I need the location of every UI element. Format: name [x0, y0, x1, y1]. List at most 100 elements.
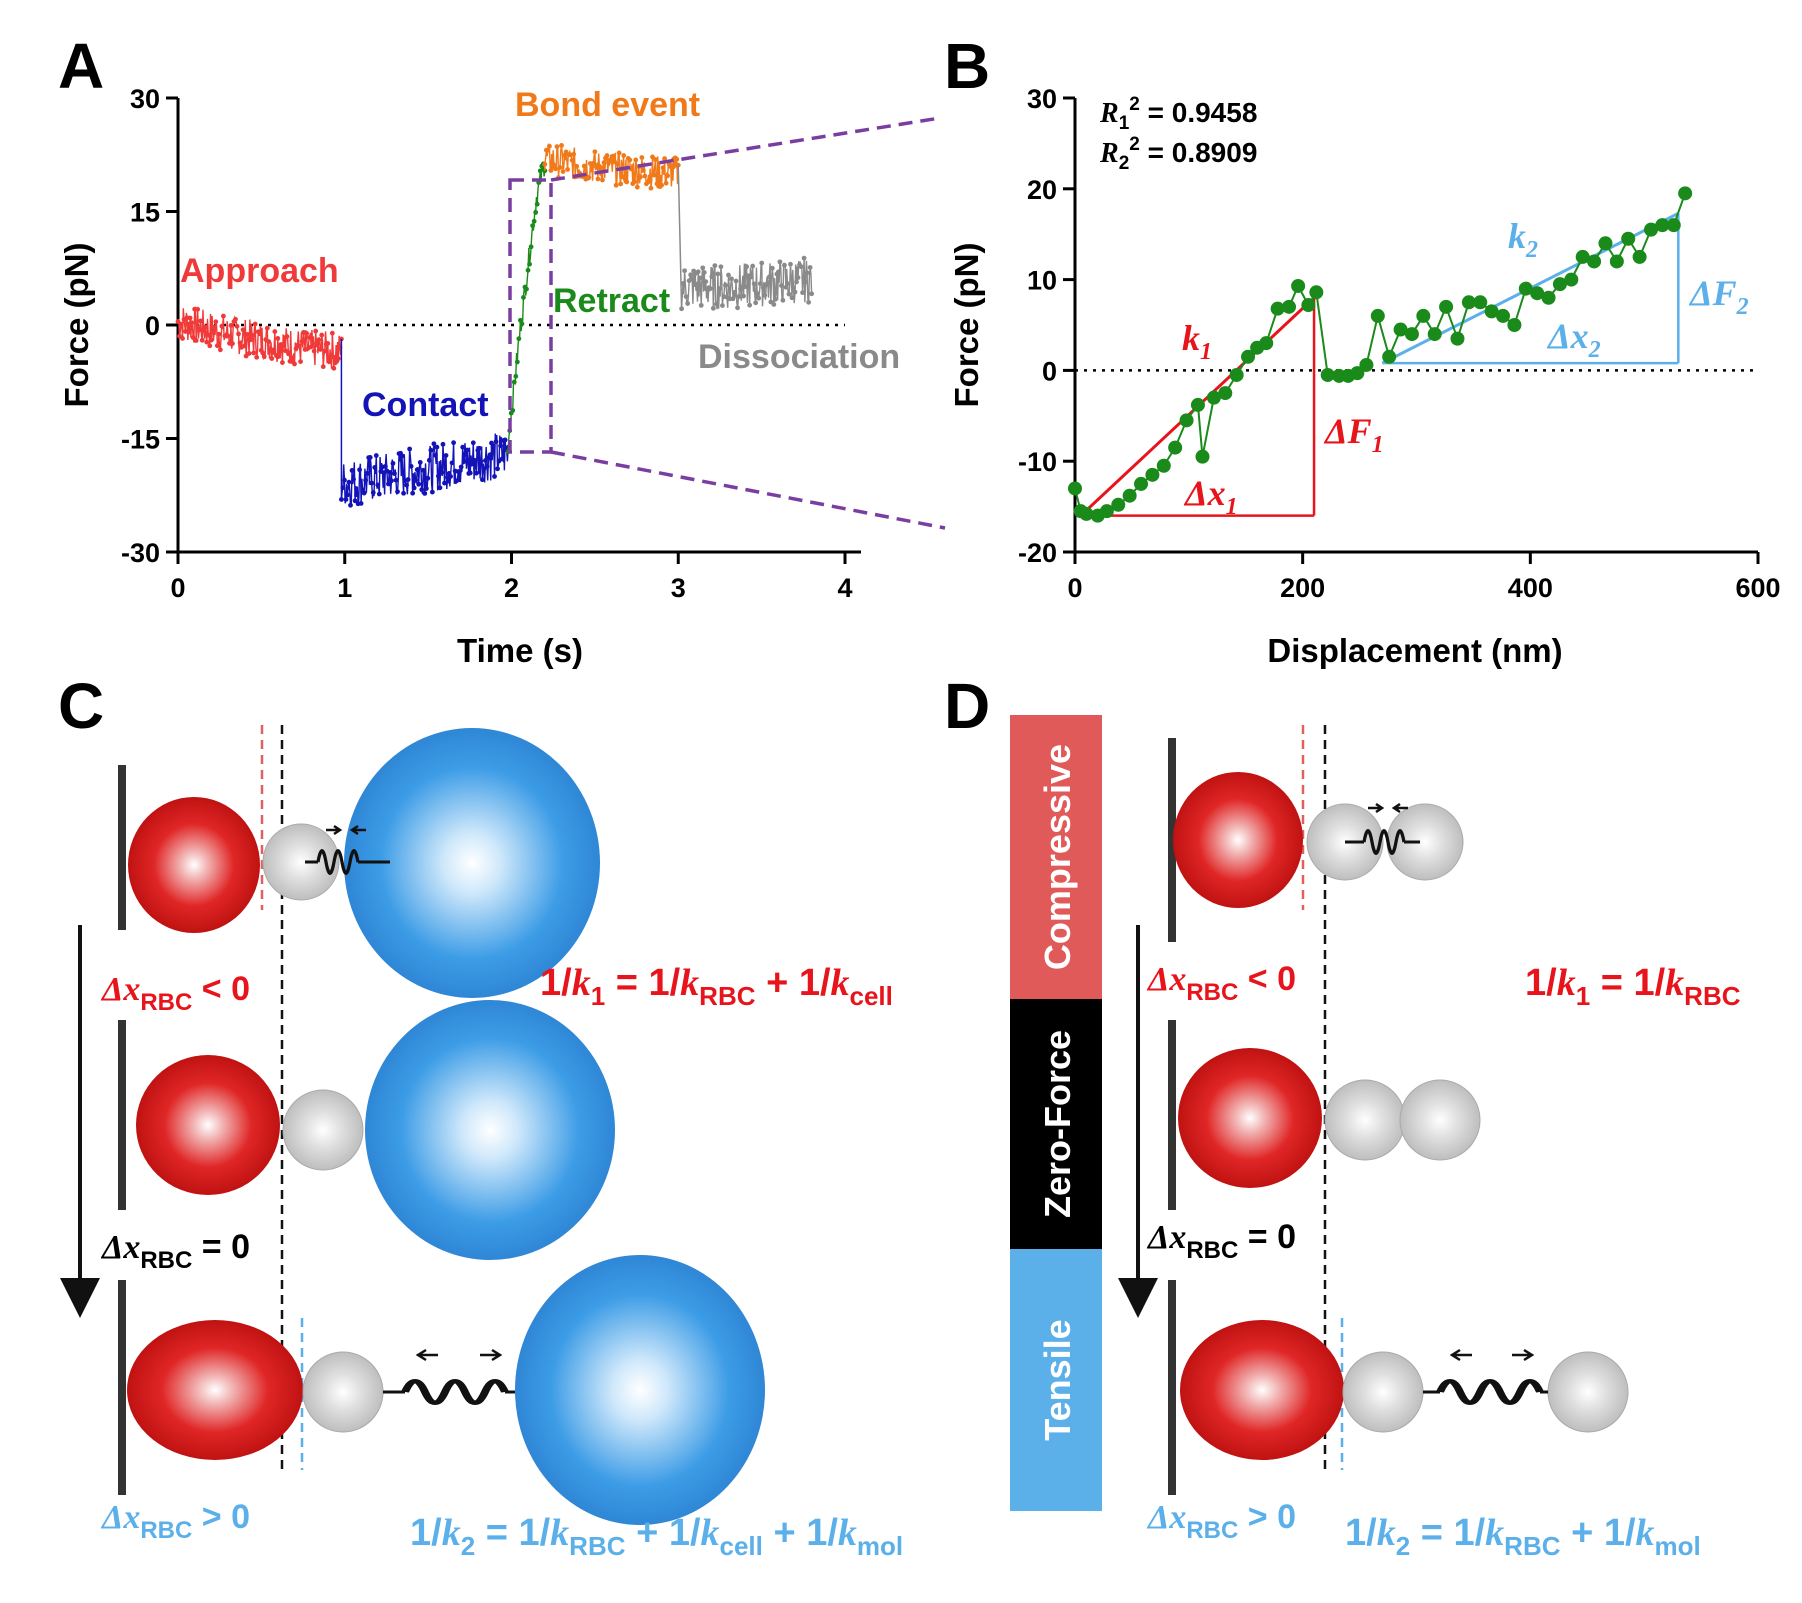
- a-trace-point: [610, 153, 616, 159]
- a-trace-point: [615, 161, 621, 167]
- a-xtick-label: 3: [671, 573, 686, 603]
- a-trace-point: [357, 467, 363, 473]
- a-xtick-label: 1: [337, 573, 352, 603]
- a-trace-point: [633, 157, 639, 163]
- a-trace-point: [723, 282, 728, 288]
- b-data-point: [1309, 285, 1324, 300]
- a-trace-point: [230, 341, 235, 346]
- c-equation-k2: 1/k2 = 1/kRBC + 1/kcell + 1/kmol: [410, 1512, 903, 1561]
- panel-d-diagram: Compressive Zero-Force Tensile: [1010, 715, 1741, 1561]
- a-trace-point: [624, 179, 630, 185]
- a-trace-point: [220, 313, 226, 319]
- c-dx-gt0: ΔxRBC > 0: [100, 1498, 250, 1544]
- a-trace-point: [404, 482, 409, 488]
- d-equation-k1: 1/k1 = 1/kRBC: [1525, 962, 1741, 1011]
- a-trace-point: [280, 360, 285, 365]
- b-data-point: [1179, 413, 1194, 428]
- a-trace-point: [733, 278, 739, 284]
- a-trace-point: [592, 149, 598, 155]
- a-trace-point: [756, 295, 762, 301]
- bar-text-compressive: Compressive: [1037, 744, 1078, 970]
- a-trace-point: [779, 283, 784, 288]
- a-trace-point: [642, 173, 648, 179]
- a-trace-point: [249, 332, 255, 338]
- a-trace-point: [792, 289, 798, 295]
- a-trace-point: [343, 497, 349, 502]
- cell-c-2: [365, 1000, 615, 1260]
- a-trace-point: [351, 476, 356, 482]
- a-trace-point: [801, 255, 807, 261]
- a-trace-point: [744, 264, 750, 270]
- a-trace-point: [483, 458, 488, 463]
- a-trace-point: [806, 299, 812, 305]
- b-data-point: [1122, 488, 1137, 503]
- b-x-axis-title: Displacement (nm): [1267, 632, 1562, 669]
- a-trace-point: [674, 156, 680, 162]
- a-trace-point: [340, 485, 346, 491]
- a-trace-point: [196, 327, 202, 333]
- a-trace-point: [407, 446, 413, 452]
- a-trace-point: [399, 453, 405, 459]
- b-data-point: [1587, 254, 1602, 269]
- b-data-point: [1564, 272, 1579, 287]
- a-trace-point: [413, 477, 419, 483]
- a-trace-point: [530, 223, 536, 229]
- arrow-right-icon: [480, 1348, 503, 1362]
- label-bond-event: Bond event: [515, 86, 700, 124]
- b-data-point: [1145, 467, 1160, 482]
- a-trace-point: [217, 347, 223, 353]
- a-trace-point: [469, 461, 475, 467]
- a-trace-point: [660, 165, 666, 171]
- b-data-point: [1168, 440, 1183, 455]
- a-trace-point: [751, 281, 757, 287]
- a-trace-point: [234, 323, 240, 329]
- a-trace-point: [473, 470, 479, 476]
- a-series-contact: [339, 338, 511, 508]
- panel-label-a: A: [58, 30, 104, 102]
- b-ytick-label: 20: [1027, 175, 1057, 205]
- a-trace-point: [712, 263, 718, 269]
- a-trace-point: [422, 491, 428, 496]
- a-trace-point: [762, 292, 768, 298]
- b-ytick-label: -20: [1018, 538, 1057, 568]
- a-trace-point: [665, 173, 671, 179]
- a-trace-point: [419, 487, 425, 493]
- a-trace-point: [317, 346, 323, 352]
- rbc-d-2: [1178, 1048, 1322, 1188]
- bead-c-2: [282, 1089, 364, 1171]
- a-trace-point: [457, 468, 463, 474]
- a-trace-point: [476, 445, 482, 451]
- arrow-left-icon: [1449, 1348, 1472, 1362]
- b-ytick-label: 10: [1027, 266, 1057, 296]
- bead-c-3: [302, 1351, 384, 1433]
- a-trace-point: [750, 263, 756, 269]
- a-trace-point: [193, 338, 199, 343]
- a-trace-point: [373, 453, 379, 458]
- a-trace-point: [346, 479, 352, 485]
- a-trace-point: [735, 305, 740, 311]
- a-trace-point: [180, 335, 185, 341]
- a-trace-point: [786, 291, 792, 297]
- bar-zero-force: [1010, 999, 1102, 1249]
- a-trace-point: [777, 259, 783, 265]
- a-trace-point: [410, 490, 416, 496]
- a-trace-point: [292, 361, 297, 367]
- a-trace-point: [195, 306, 201, 312]
- a-trace-point: [449, 460, 455, 466]
- a-trace-point: [795, 275, 801, 280]
- a-trace-point: [809, 291, 815, 297]
- a-trace-point: [266, 339, 272, 345]
- a-trace-point: [590, 160, 596, 166]
- a-trace-point: [736, 294, 742, 299]
- a-trace-point: [791, 285, 796, 291]
- b-data-point: [1598, 236, 1613, 251]
- a-trace-point: [339, 497, 344, 502]
- rbc-c-3: [127, 1320, 303, 1460]
- a-trace-point: [264, 325, 270, 331]
- a-trace-point: [803, 279, 809, 285]
- a-trace-point: [369, 480, 375, 486]
- a-ytick-label: 30: [130, 84, 160, 114]
- a-trace-point: [759, 260, 765, 266]
- a-trace-point: [211, 324, 217, 330]
